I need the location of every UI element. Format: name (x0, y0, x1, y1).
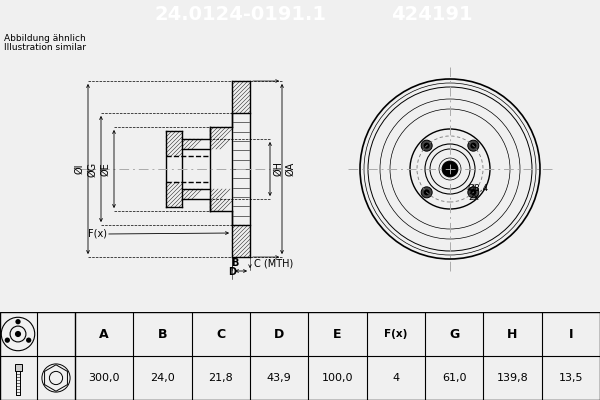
Text: ØG: ØG (87, 162, 97, 176)
Text: C: C (216, 328, 226, 340)
Text: B: B (232, 258, 239, 268)
Text: ØH: ØH (273, 162, 283, 176)
Text: 24.0124-0191.1: 24.0124-0191.1 (154, 6, 326, 24)
Circle shape (424, 143, 430, 149)
Text: C (MTH): C (MTH) (254, 259, 293, 269)
Text: D: D (228, 267, 236, 277)
Text: ØA: ØA (285, 162, 295, 176)
Text: F(x): F(x) (384, 329, 407, 339)
Circle shape (442, 161, 458, 177)
Text: E: E (333, 328, 342, 340)
Circle shape (468, 140, 479, 151)
Text: 21,8: 21,8 (208, 373, 233, 383)
Text: 300,0: 300,0 (88, 373, 120, 383)
Text: 24,0: 24,0 (150, 373, 175, 383)
Text: 2x: 2x (468, 194, 479, 202)
Text: ØI: ØI (74, 164, 84, 174)
Circle shape (424, 189, 430, 195)
Text: 61,0: 61,0 (442, 373, 466, 383)
Text: 100,0: 100,0 (322, 373, 353, 383)
Circle shape (470, 189, 476, 195)
Circle shape (421, 187, 432, 198)
Circle shape (470, 143, 476, 149)
Text: 43,9: 43,9 (267, 373, 292, 383)
Text: 4: 4 (392, 373, 400, 383)
Circle shape (468, 187, 479, 198)
Text: 139,8: 139,8 (497, 373, 529, 383)
Text: ØE: ØE (100, 162, 110, 176)
Text: A: A (100, 328, 109, 340)
Circle shape (15, 331, 21, 337)
Text: Illustration similar: Illustration similar (4, 43, 86, 52)
Text: 13,5: 13,5 (559, 373, 583, 383)
Text: G: G (449, 328, 459, 340)
Circle shape (26, 338, 31, 343)
Text: B: B (158, 328, 167, 340)
Text: D: D (274, 328, 284, 340)
Bar (16, 370, 20, 395)
Text: F(x): F(x) (88, 229, 107, 239)
Text: I: I (569, 328, 573, 340)
Text: Abbildung ähnlich: Abbildung ähnlich (4, 34, 86, 43)
Circle shape (5, 338, 10, 343)
Circle shape (16, 319, 20, 324)
Text: H: H (508, 328, 518, 340)
Text: 424191: 424191 (391, 6, 473, 24)
Text: Ø8,4: Ø8,4 (468, 184, 489, 194)
Circle shape (421, 140, 432, 151)
Bar (14, 364, 22, 370)
